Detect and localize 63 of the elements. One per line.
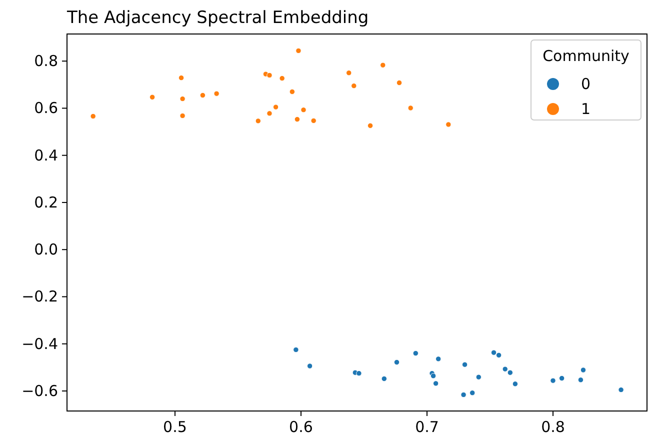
legend-label: 1 [581, 100, 591, 118]
text: 0.0 [34, 240, 58, 259]
point [90, 113, 96, 120]
point [394, 359, 400, 366]
point [580, 367, 586, 373]
point [255, 118, 261, 124]
point [149, 94, 156, 100]
point [408, 105, 414, 111]
point [381, 376, 388, 382]
y-tick-label: 0.8 [34, 52, 58, 70]
point [470, 390, 476, 396]
point [294, 116, 300, 122]
point [618, 386, 624, 393]
point [351, 82, 357, 89]
y-tick-label: −0.2 [22, 288, 58, 306]
point [289, 88, 296, 95]
legend-label: 0 [581, 75, 591, 93]
point [293, 346, 299, 353]
point [412, 350, 419, 356]
point [272, 104, 279, 110]
point [502, 366, 508, 372]
x-tick-label: 0.8 [541, 418, 565, 436]
point [200, 92, 206, 98]
point [476, 374, 482, 380]
point [310, 118, 316, 124]
point [380, 62, 386, 68]
point [180, 96, 186, 102]
point [346, 70, 352, 76]
point [266, 72, 272, 78]
point [558, 375, 565, 382]
point [356, 370, 362, 376]
point [430, 373, 436, 379]
point [300, 107, 306, 113]
x-tick-label: 0.6 [289, 418, 313, 436]
point [432, 380, 439, 386]
point [490, 350, 497, 356]
legend-title: Community [542, 47, 630, 65]
y-tick-label: 0.4 [34, 146, 58, 164]
x-tick-label: 0.5 [163, 418, 187, 436]
y-tick-label: −0.6 [22, 382, 58, 400]
point [496, 352, 502, 358]
point [279, 75, 285, 82]
x-tick-label: 0.7 [415, 418, 439, 436]
point [306, 363, 313, 369]
point [462, 362, 468, 368]
point [435, 356, 442, 362]
y-tick-label: −0.4 [22, 334, 58, 353]
point [296, 48, 302, 54]
point [550, 378, 556, 384]
point [512, 381, 518, 387]
y-tick-label: 0.2 [34, 193, 58, 212]
point [266, 110, 272, 116]
y-tick-label: 0.6 [34, 99, 58, 118]
point [446, 122, 452, 128]
point [396, 80, 402, 86]
point [180, 112, 186, 119]
point [178, 74, 184, 81]
chart-title: The Adjacency Spectral Embedding [66, 8, 369, 28]
point [507, 370, 514, 376]
point [460, 392, 466, 398]
point [367, 122, 374, 129]
point [578, 377, 584, 383]
point [214, 90, 220, 96]
